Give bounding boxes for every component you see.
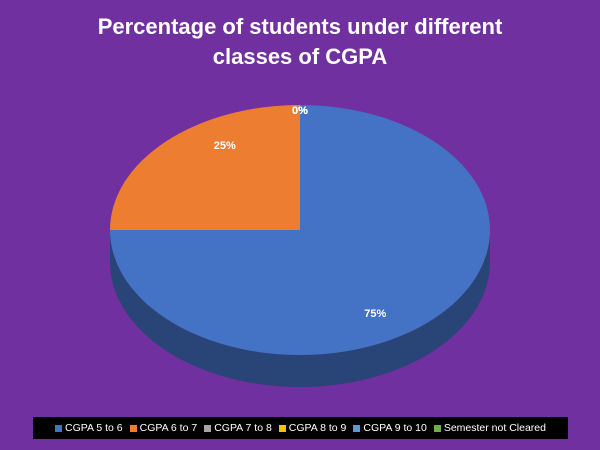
legend-item: CGPA 8 to 9 — [278, 422, 347, 434]
pie-sides — [110, 230, 490, 387]
pie-side — [110, 230, 490, 387]
legend-item: CGPA 5 to 6 — [55, 422, 123, 434]
legend-swatch — [55, 424, 63, 432]
legend-label: CGPA 9 to 10 — [363, 422, 427, 434]
legend-swatch — [353, 424, 361, 432]
legend-label: Semester not Cleared — [443, 422, 546, 434]
pie-slice — [110, 105, 300, 230]
legend-item: CGPA 7 to 8 — [204, 422, 272, 434]
legend-label: CGPA 6 to 7 — [139, 422, 198, 434]
legend-swatch — [129, 424, 137, 432]
data-label: 0% — [292, 105, 308, 117]
legend-label: CGPA 8 to 9 — [288, 422, 347, 434]
legend-item: Semester not Cleared — [433, 422, 546, 434]
data-label: 0% — [292, 105, 308, 117]
legend-label: CGPA 7 to 8 — [214, 422, 272, 434]
data-label: 25% — [214, 140, 236, 152]
legend-item: CGPA 9 to 10 — [353, 422, 427, 434]
legend: CGPA 5 to 6 CGPA 6 to 7 CGPA 7 to 8 CGPA 8 … — [33, 417, 568, 439]
legend-swatch — [204, 424, 212, 432]
legend-swatch — [278, 424, 286, 432]
data-label: 75% — [364, 308, 386, 320]
legend-swatch — [433, 424, 441, 432]
data-label: 0% — [292, 105, 308, 117]
legend-item: CGPA 6 to 7 — [129, 422, 198, 434]
data-label: 0% — [292, 105, 308, 117]
chart-title: Percentage of students under different c… — [97, 14, 503, 69]
legend-label: CGPA 5 to 6 — [65, 422, 123, 434]
